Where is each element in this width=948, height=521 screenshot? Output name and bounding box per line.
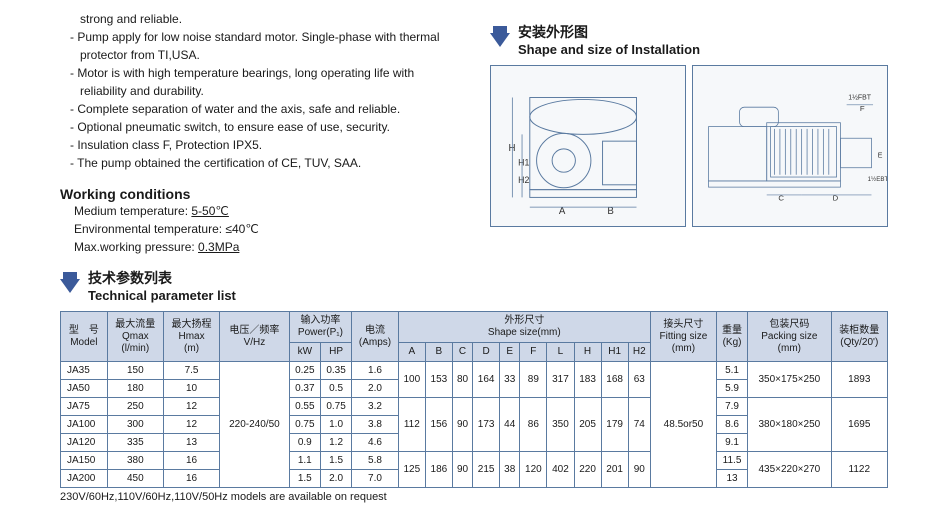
feature-bullet: strong and reliable. bbox=[70, 10, 460, 28]
svg-text:F: F bbox=[860, 104, 865, 113]
wc-line: Max.working pressure: 0.3MPa bbox=[74, 238, 460, 256]
tpl-title-cn: 技术参数列表 bbox=[88, 268, 236, 288]
feature-bullet: - Optional pneumatic switch, to ensure e… bbox=[70, 118, 460, 136]
wc-line: Medium temperature: 5-50℃ bbox=[74, 202, 460, 220]
feature-bullet: - Insulation class F, Protection IPX5. bbox=[70, 136, 460, 154]
wc-line: Environmental temperature: ≤40℃ bbox=[74, 220, 460, 238]
feature-bullet: - The pump obtained the certification of… bbox=[70, 154, 460, 172]
parameter-table: 型 号Model 最大流量Qmax(l/min) 最大扬程Hmax(m) 电压／… bbox=[60, 311, 888, 488]
svg-text:H2: H2 bbox=[518, 175, 529, 185]
svg-text:1½EBT: 1½EBT bbox=[868, 176, 887, 183]
install-title-cn: 安装外形图 bbox=[518, 22, 700, 42]
feature-bullet: - Complete separation of water and the a… bbox=[70, 100, 460, 118]
working-conditions-title: Working conditions bbox=[60, 186, 460, 202]
table-row: JA351507.5220-240/500.250.351.6100153801… bbox=[61, 362, 888, 380]
feature-bullet: - Motor is with high temperature bearing… bbox=[70, 64, 460, 100]
svg-text:H1: H1 bbox=[518, 157, 529, 167]
table-row: JA75250120.550.753.211215690173448635020… bbox=[61, 398, 888, 416]
svg-text:E: E bbox=[878, 153, 883, 160]
install-title-en: Shape and size of Installation bbox=[518, 42, 700, 57]
arrow-down-icon bbox=[60, 279, 80, 293]
installation-diagram: H H1 H2 A B bbox=[490, 65, 888, 227]
svg-text:1½FBT: 1½FBT bbox=[848, 93, 872, 101]
svg-text:A: A bbox=[559, 206, 566, 217]
tpl-title-en: Technical parameter list bbox=[88, 288, 236, 303]
table-row: JA150380161.11.55.8125186902153812040222… bbox=[61, 452, 888, 470]
svg-text:B: B bbox=[607, 206, 613, 217]
arrow-down-icon bbox=[490, 33, 510, 47]
footnote: 230V/60Hz,110V/60Hz,110V/50Hz models are… bbox=[60, 491, 888, 503]
feature-bullet: - Pump apply for low noise standard moto… bbox=[70, 28, 460, 64]
